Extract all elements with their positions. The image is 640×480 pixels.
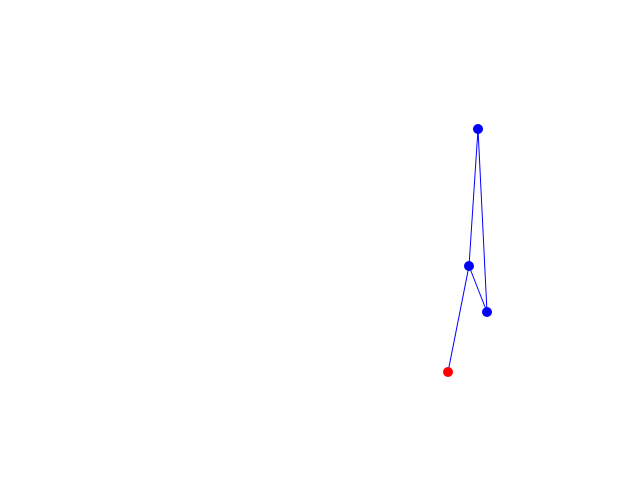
point <box>482 307 492 317</box>
segment <box>477 128 488 313</box>
segment <box>468 265 488 313</box>
point <box>464 261 474 271</box>
path-lines <box>447 128 488 373</box>
segment <box>468 128 479 267</box>
start-point <box>443 367 453 377</box>
point <box>473 124 483 134</box>
segment <box>447 265 470 373</box>
